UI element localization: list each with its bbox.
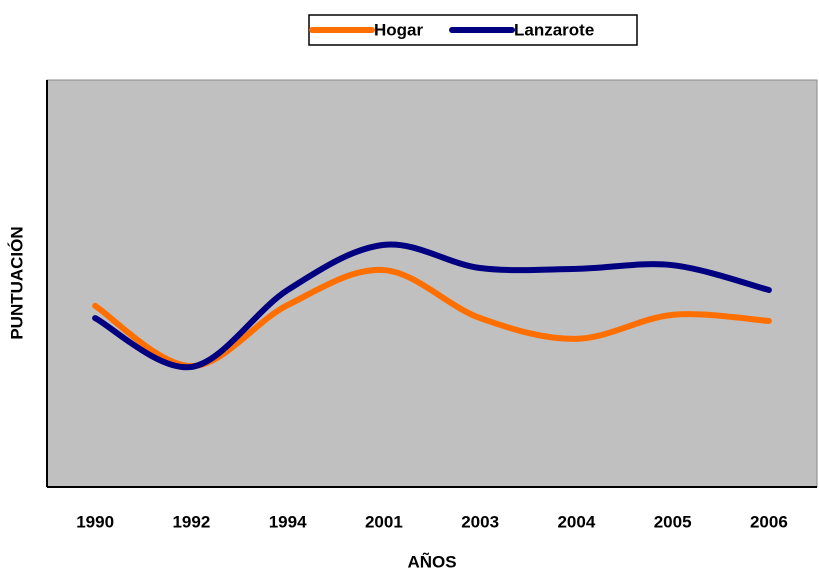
legend-label: Lanzarote: [514, 20, 594, 39]
x-axis-label: AÑOS: [407, 551, 456, 571]
x-tick-label: 2006: [750, 512, 788, 531]
x-tick-label: 2005: [654, 512, 692, 531]
y-axis-label: PUNTUACIÓN: [7, 226, 26, 339]
plot-area: [46, 79, 818, 488]
line: [92, 241, 772, 371]
x-tick-label: 2004: [557, 512, 595, 531]
x-tick-label: 2003: [461, 512, 499, 531]
x-tick-label: 1994: [269, 512, 307, 531]
x-tick-label: 1990: [76, 512, 114, 531]
x-tick-label: 1992: [172, 512, 210, 531]
legend-label: Hogar: [374, 20, 424, 39]
x-tick-label: 2001: [365, 512, 403, 531]
